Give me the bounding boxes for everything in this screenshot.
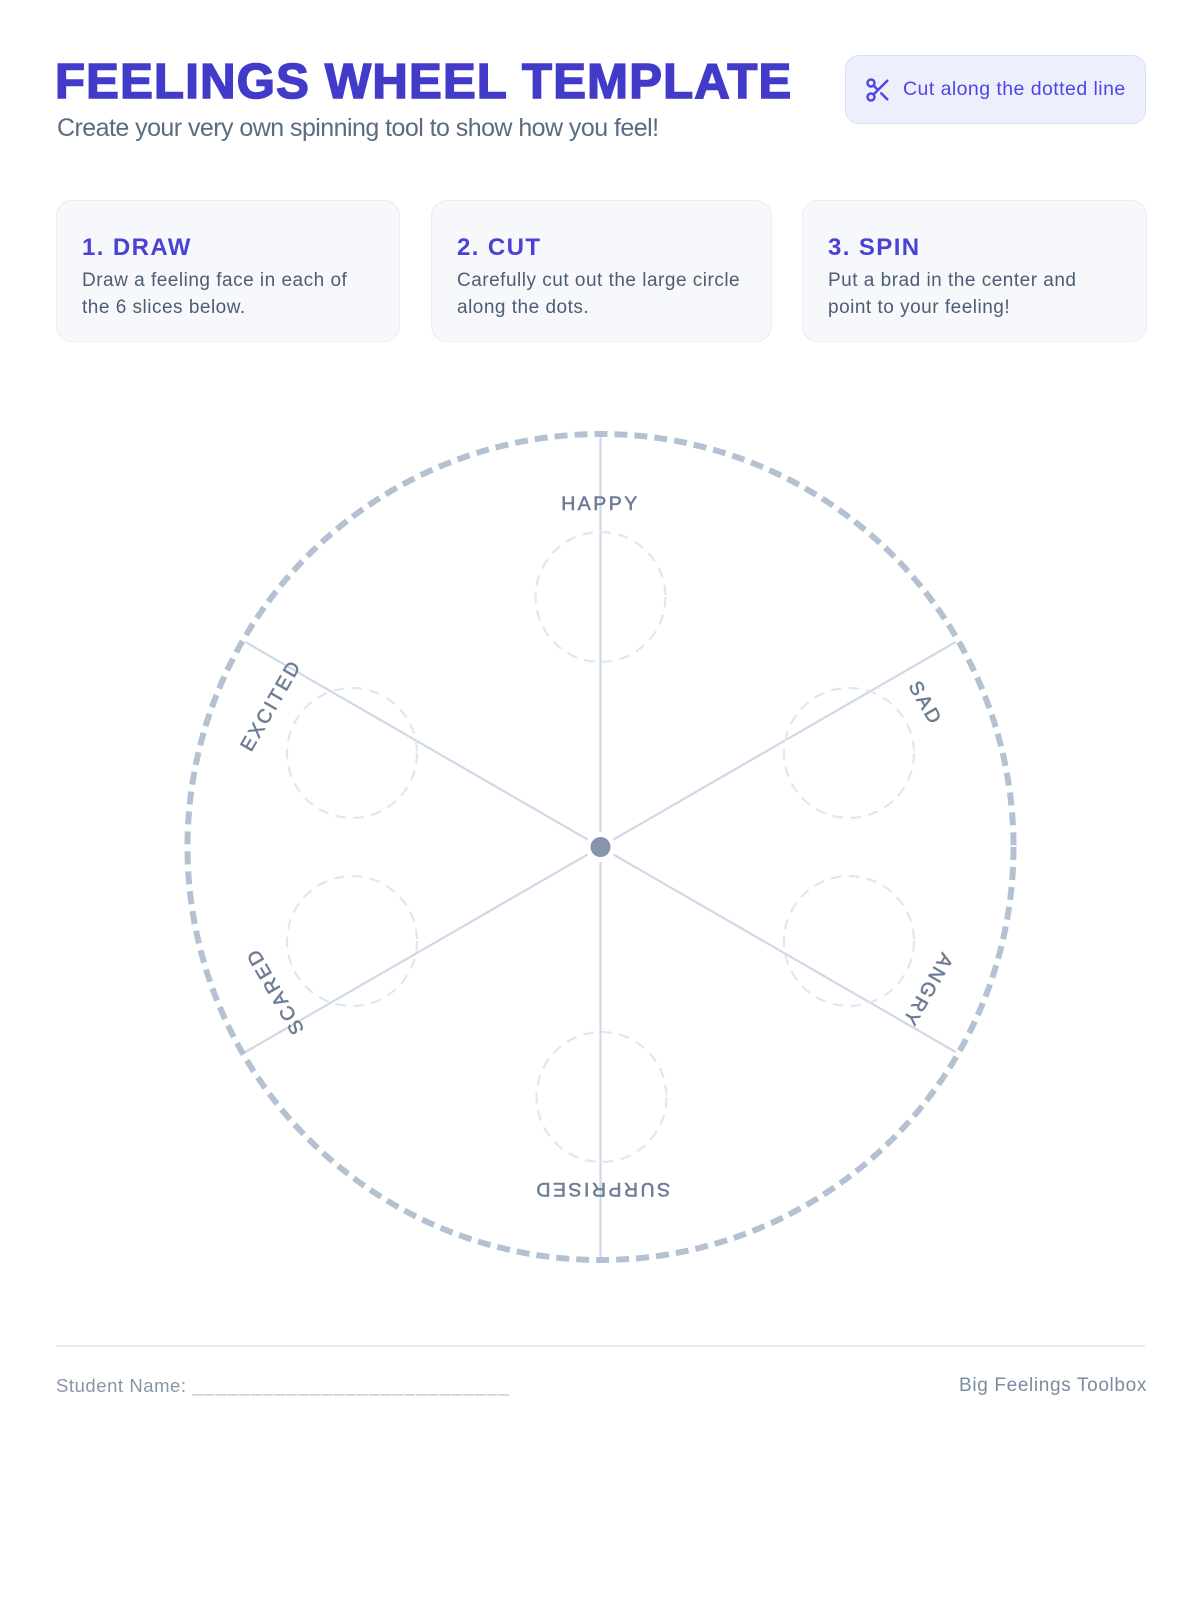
svg-text:ANGRY: ANGRY <box>897 949 957 1031</box>
svg-text:HAPPY: HAPPY <box>561 493 640 515</box>
svg-text:EXCITED: EXCITED <box>236 656 306 755</box>
svg-text:SAD: SAD <box>904 677 947 729</box>
svg-text:SCARED: SCARED <box>242 944 309 1038</box>
svg-text:SURPRISED: SURPRISED <box>534 1178 670 1200</box>
